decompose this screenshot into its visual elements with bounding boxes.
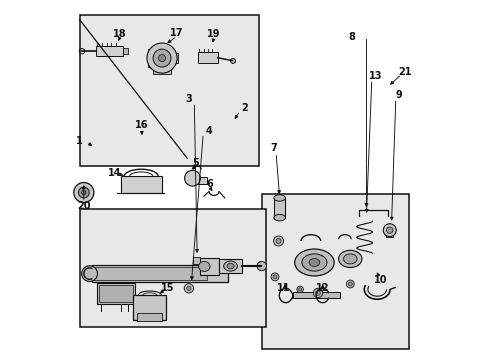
Circle shape (184, 284, 193, 293)
Text: 16: 16 (135, 121, 148, 130)
Text: 12: 12 (315, 283, 329, 293)
Circle shape (81, 266, 97, 282)
Bar (92, 267, 206, 280)
Ellipse shape (273, 215, 285, 221)
Circle shape (186, 286, 191, 291)
Bar (122, 48, 128, 54)
Bar (172, 53, 178, 63)
Circle shape (184, 170, 200, 186)
Circle shape (153, 49, 171, 67)
Ellipse shape (223, 261, 237, 271)
Bar (133, 296, 166, 320)
Text: 9: 9 (394, 90, 401, 100)
Circle shape (257, 261, 266, 271)
Text: 1: 1 (75, 136, 82, 145)
Bar (96, 46, 122, 56)
Circle shape (276, 238, 281, 243)
Bar (273, 198, 285, 218)
Bar (192, 257, 200, 264)
Bar (153, 67, 171, 74)
Circle shape (346, 280, 353, 288)
Ellipse shape (338, 250, 361, 267)
Text: 3: 3 (185, 94, 192, 104)
Circle shape (347, 282, 351, 286)
Circle shape (386, 227, 392, 233)
Ellipse shape (294, 249, 333, 276)
Ellipse shape (343, 254, 356, 264)
Circle shape (158, 54, 165, 62)
Text: 21: 21 (398, 67, 411, 77)
Text: 2: 2 (241, 103, 247, 113)
Circle shape (298, 288, 301, 291)
Ellipse shape (198, 261, 210, 271)
Bar (121, 176, 162, 193)
Text: 20: 20 (77, 201, 90, 211)
Circle shape (296, 286, 303, 293)
Bar (262, 194, 408, 348)
Bar (199, 258, 219, 275)
Circle shape (273, 236, 283, 246)
Text: 14: 14 (108, 168, 121, 178)
Text: 19: 19 (207, 29, 220, 39)
Text: 6: 6 (206, 179, 213, 189)
Ellipse shape (308, 258, 319, 266)
Text: 11: 11 (277, 283, 290, 293)
Bar (219, 259, 241, 273)
Bar (187, 177, 206, 184)
Circle shape (147, 43, 177, 73)
Bar (137, 314, 162, 320)
Bar (80, 209, 265, 327)
Circle shape (78, 187, 89, 198)
Text: 4: 4 (205, 126, 212, 135)
Circle shape (315, 291, 320, 295)
Text: 7: 7 (270, 143, 277, 153)
Text: 18: 18 (113, 29, 126, 39)
Ellipse shape (301, 254, 326, 271)
Text: 10: 10 (373, 275, 386, 285)
Circle shape (313, 288, 322, 298)
Ellipse shape (273, 195, 285, 201)
Text: 8: 8 (348, 32, 355, 41)
Bar (386, 233, 392, 237)
Bar (198, 52, 217, 63)
Circle shape (272, 275, 276, 279)
Bar (80, 15, 258, 166)
Ellipse shape (226, 264, 234, 269)
Text: 15: 15 (161, 283, 174, 293)
Bar (97, 283, 135, 304)
Circle shape (74, 183, 94, 203)
Bar (292, 292, 339, 298)
Circle shape (81, 190, 86, 195)
Circle shape (383, 224, 395, 237)
Text: 13: 13 (368, 71, 381, 81)
Bar (99, 285, 133, 302)
Text: 17: 17 (170, 28, 183, 38)
Text: 5: 5 (192, 158, 198, 168)
Circle shape (270, 273, 278, 281)
Circle shape (230, 58, 235, 63)
Bar (92, 265, 228, 282)
Bar (147, 49, 153, 67)
